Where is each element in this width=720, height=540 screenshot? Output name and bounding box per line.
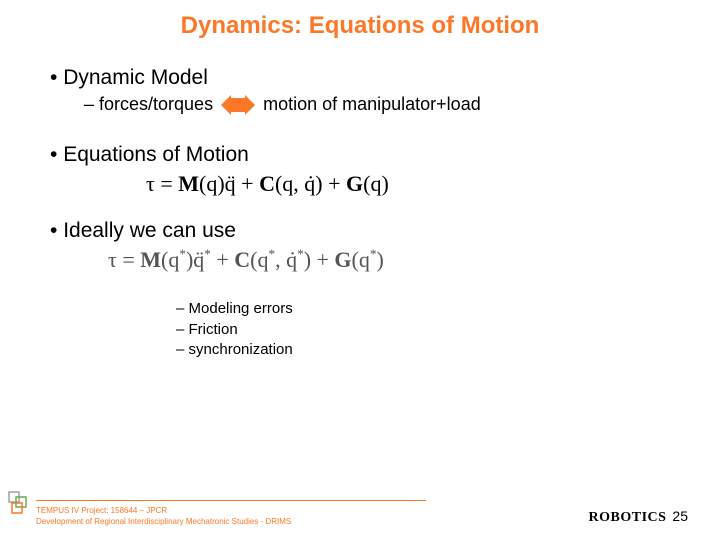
sub-right: motion of manipulator+load	[263, 94, 481, 115]
bullet-dynamic-model: Dynamic Model	[50, 66, 684, 90]
equation-1: τ = M(q)q̈ + C(q, q̇) + G(q)	[146, 171, 684, 197]
sub-synchronization: synchronization	[176, 340, 684, 360]
double-arrow-icon	[221, 95, 255, 115]
slide-body: Dynamic Model forces/torques motion of m…	[36, 66, 684, 360]
logo-icon	[6, 489, 34, 522]
page-label: ROBOTICS	[589, 510, 667, 525]
sub-modeling-errors: Modeling errors	[176, 299, 684, 319]
footer-divider	[36, 500, 426, 501]
sub-left: forces/torques	[84, 94, 213, 115]
bullet-equations-of-motion: Equations of Motion	[50, 143, 684, 167]
page-corner: ROBOTICS 25	[589, 508, 689, 526]
page-number: 25	[672, 508, 688, 524]
footer: TEMPUS IV Project: 158644 – JPCR Develop…	[36, 500, 684, 526]
equation-2: τ = M(q*)q̈* + C(q*, q̇*) + G(q*)	[108, 247, 684, 273]
bullet-ideally: Ideally we can use	[50, 219, 684, 243]
footer-line-2: Development of Regional Interdisciplinar…	[36, 517, 684, 526]
sub-forces-torques-line: forces/torques motion of manipulator+loa…	[84, 94, 684, 115]
footer-line-1: TEMPUS IV Project: 158644 – JPCR	[36, 505, 684, 517]
slide-title: Dynamics: Equations of Motion	[36, 12, 684, 40]
sub-friction: Friction	[176, 320, 684, 340]
